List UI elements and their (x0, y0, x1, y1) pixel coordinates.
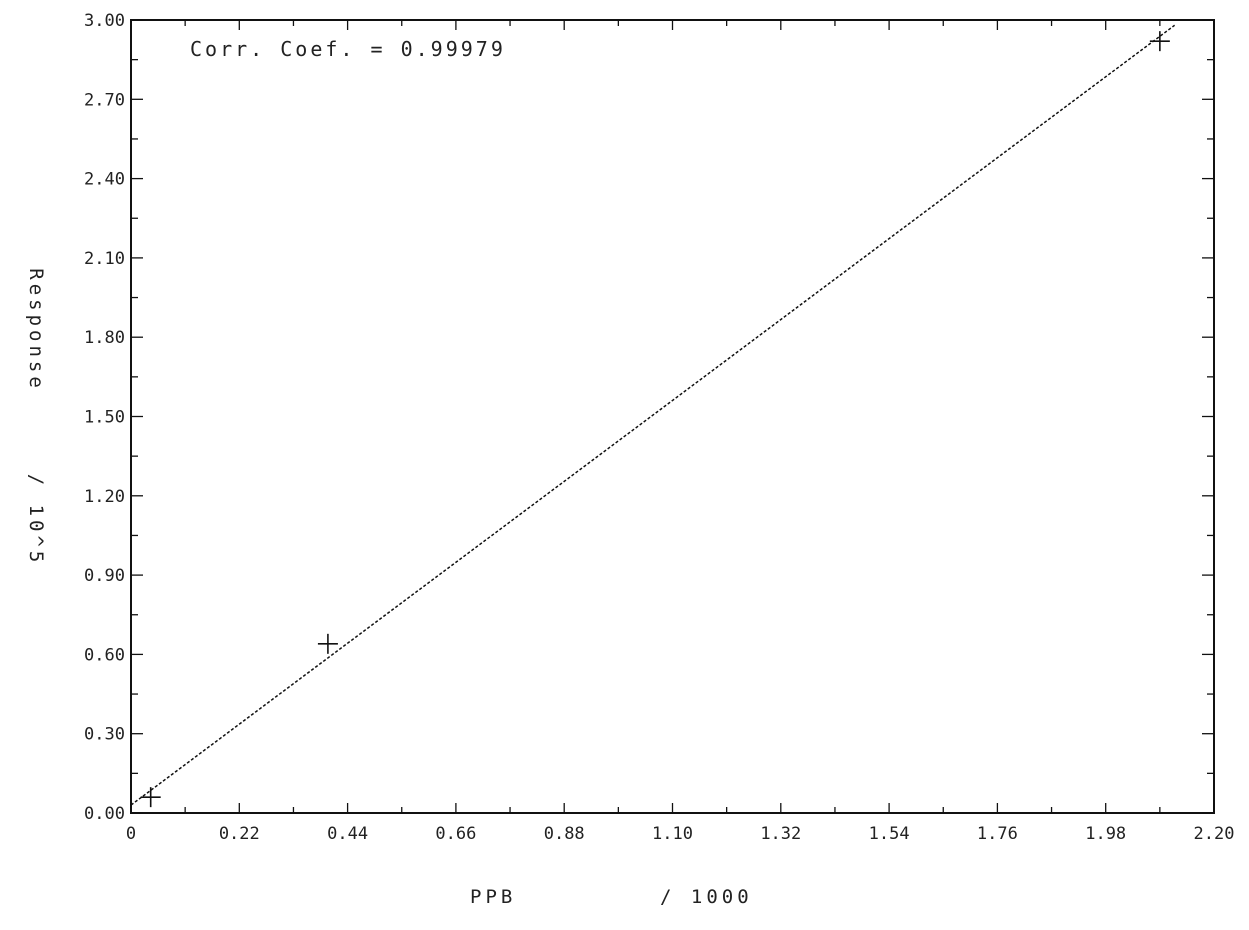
y-tick-label: 0.30 (84, 725, 125, 745)
y-tick-label: 1.50 (84, 408, 125, 428)
x-tick-label: 0.44 (327, 824, 368, 844)
y-axis-scale-label: / 10^5 (25, 474, 47, 567)
data-points (140, 31, 1170, 808)
data-point (1149, 31, 1170, 52)
data-point (317, 633, 338, 654)
y-tick-label: 1.80 (84, 328, 125, 348)
x-axis-label: PPB (470, 886, 516, 908)
y-tick-label: 2.40 (84, 170, 125, 190)
y-tick-label: 1.20 (84, 487, 125, 507)
x-tick-label: 1.98 (1085, 824, 1126, 844)
y-axis-label: Response (25, 268, 47, 392)
x-tick-label: 0 (126, 824, 136, 844)
x-tick-label: 2.20 (1194, 824, 1235, 844)
y-tick-label: 0.90 (84, 566, 125, 586)
fit-line (130, 24, 1176, 806)
x-tick-label: 1.32 (760, 824, 801, 844)
x-tick-label: 1.10 (652, 824, 693, 844)
y-tick-label: 0.60 (84, 645, 125, 665)
y-tick-label: 3.00 (84, 11, 125, 31)
y-tick-label: 2.10 (84, 249, 125, 269)
plot-frame (130, 19, 1215, 814)
fit-line-group (130, 24, 1176, 806)
x-tick-label: 1.76 (977, 824, 1018, 844)
axes (130, 19, 1215, 814)
data-point (140, 787, 161, 808)
correlation-annotation: Corr. Coef. = 0.99979 (190, 37, 506, 61)
x-tick-label: 1.54 (869, 824, 910, 844)
ticks: 0 0.22 0.44 0.66 0.88 1.10 1.32 1.54 1.76 1.98 2.2… (84, 11, 1234, 844)
x-tick-label: 0.22 (219, 824, 260, 844)
x-axis-scale-label: / 1000 (660, 886, 753, 908)
y-tick-label: 2.70 (84, 90, 125, 110)
x-tick-label: 0.88 (544, 824, 585, 844)
x-tick-label: 0.66 (435, 824, 476, 844)
y-tick-label: 0.00 (84, 804, 125, 824)
